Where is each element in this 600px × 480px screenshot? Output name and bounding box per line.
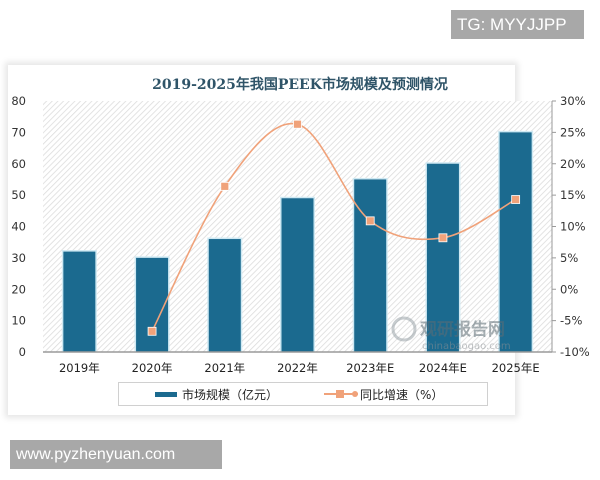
svg-text:2024年E: 2024年E xyxy=(419,361,467,375)
tg-badge: TG: MYYJJPP xyxy=(451,10,584,39)
svg-text:10%: 10% xyxy=(560,220,586,234)
legend-item-growth: 同比增速（%） xyxy=(278,386,443,403)
svg-text:-10%: -10% xyxy=(560,345,590,359)
bar-6 xyxy=(499,132,532,352)
svg-text:2020年: 2020年 xyxy=(132,361,173,375)
legend-label-growth: 同比增速（%） xyxy=(360,387,444,402)
bar-4 xyxy=(354,179,387,352)
svg-text:5%: 5% xyxy=(560,251,578,265)
legend-label-market-size: 市场规模（亿元） xyxy=(182,387,279,402)
chart-legend: 市场规模（亿元） 同比增速（%） xyxy=(118,382,488,406)
svg-text:2023年E: 2023年E xyxy=(346,361,394,375)
svg-text:30%: 30% xyxy=(560,94,586,108)
bar-1 xyxy=(136,257,169,352)
bar-5 xyxy=(426,163,459,352)
svg-text:15%: 15% xyxy=(560,188,586,202)
line-marker-swatch-icon xyxy=(324,389,359,399)
url-badge: www.pyzhenyuan.com xyxy=(10,440,222,469)
svg-text:20: 20 xyxy=(11,282,26,296)
svg-text:40: 40 xyxy=(11,220,26,234)
svg-text:2019年: 2019年 xyxy=(59,361,100,375)
x-axis-labels: 2019年 2020年 2021年 2022年 2023年E 2024年E 2025年E xyxy=(59,361,540,375)
legend-item-market-size: 市场规模（亿元） xyxy=(119,386,278,403)
svg-text:30: 30 xyxy=(11,251,26,265)
svg-text:20%: 20% xyxy=(560,157,586,171)
bar-2 xyxy=(208,239,241,352)
svg-text:-5%: -5% xyxy=(560,314,582,328)
svg-text:chinabaogao.com: chinabaogao.com xyxy=(422,341,511,352)
chart-title: 2019-2025年我国PEEK市场规模及预测情况 xyxy=(152,77,448,93)
left-axis-labels: 0 10 20 30 40 50 60 70 80 xyxy=(11,94,26,359)
svg-text:70: 70 xyxy=(11,125,26,139)
right-axis-labels: -10% -5% 0% 5% 10% 15% 20% 25% 30% xyxy=(560,94,590,359)
svg-text:80: 80 xyxy=(11,94,26,108)
svg-text:2025年E: 2025年E xyxy=(492,361,540,375)
svg-text:10: 10 xyxy=(11,314,26,328)
svg-text:50: 50 xyxy=(11,188,26,202)
bar-0 xyxy=(63,251,96,352)
svg-text:60: 60 xyxy=(11,157,26,171)
svg-text:2022年: 2022年 xyxy=(277,361,318,375)
right-axis-ticks xyxy=(552,100,556,353)
svg-text:观研报告网: 观研报告网 xyxy=(419,319,505,340)
bar-series xyxy=(61,130,534,352)
watermark: 观研报告网 chinabaogao.com xyxy=(391,316,511,352)
svg-text:0: 0 xyxy=(19,345,26,359)
bar-3 xyxy=(281,198,314,352)
bar-swatch-icon xyxy=(155,391,177,397)
svg-text:0%: 0% xyxy=(560,282,578,296)
svg-text:25%: 25% xyxy=(560,125,586,139)
svg-text:2021年: 2021年 xyxy=(204,361,245,375)
growth-markers xyxy=(147,119,521,336)
